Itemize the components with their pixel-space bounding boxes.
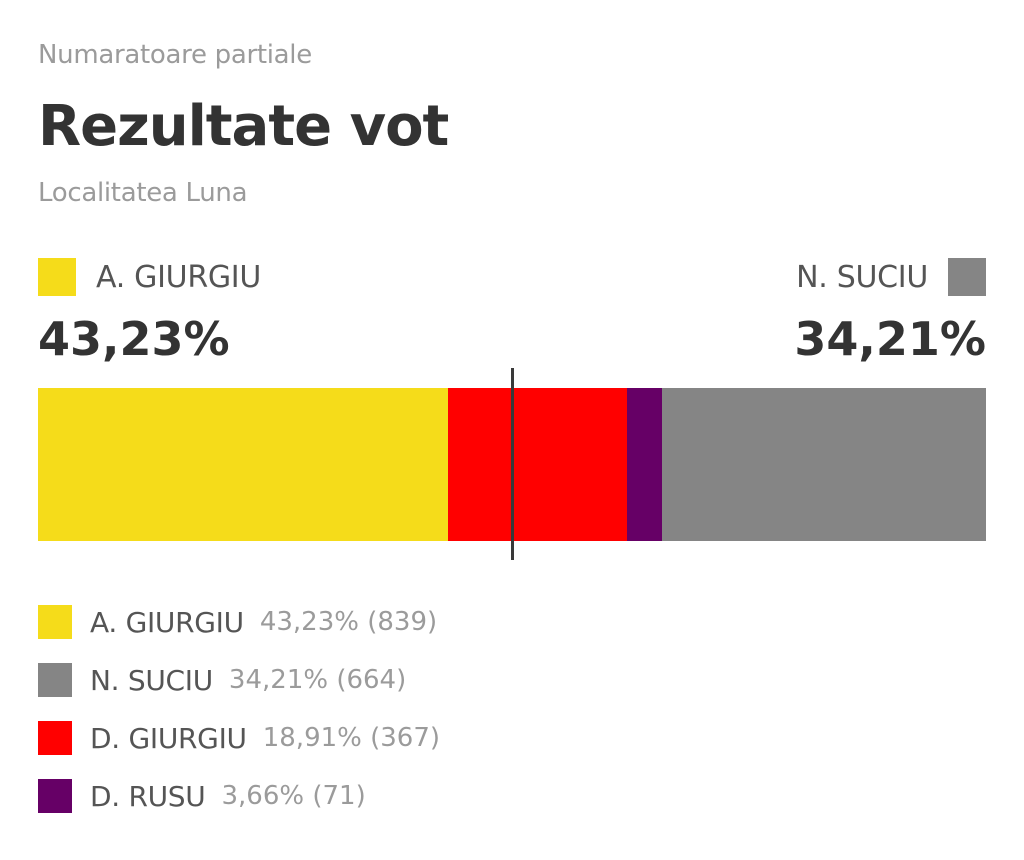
legend-item: D. GIURGIU 18,91% (367) <box>38 720 440 756</box>
legend-value: 43,23% (839) <box>259 607 438 637</box>
leader-left-name: A. GIURGIU <box>96 259 262 295</box>
leader-right-swatch <box>948 258 986 296</box>
stacked-bar <box>38 388 986 541</box>
leader-left: A. GIURGIU <box>38 258 261 296</box>
bar-segment-d-rusu <box>627 388 662 541</box>
chart-subtitle: Localitatea Luna <box>38 178 248 208</box>
legend-item: A. GIURGIU 43,23% (839) <box>38 604 440 640</box>
legend-swatch <box>38 605 72 639</box>
bar-segment-d-giurgiu <box>448 388 627 541</box>
leader-left-swatch <box>38 258 76 296</box>
legend-swatch <box>38 663 72 697</box>
majority-line <box>511 368 514 560</box>
leader-right-name: N. SUCIU <box>796 259 928 295</box>
legend-value: 3,66% (71) <box>221 781 366 811</box>
bar-segment-a-giurgiu <box>38 388 448 541</box>
leader-right-percent: 34,21% <box>794 312 986 366</box>
legend-swatch <box>38 779 72 813</box>
legend: A. GIURGIU 43,23% (839) N. SUCIU 34,21% (66… <box>38 604 440 836</box>
legend-name: A. GIURGIU <box>90 605 244 639</box>
legend-name: D. RUSU <box>90 779 206 813</box>
kicker-text: Numaratoare partiale <box>38 40 312 70</box>
legend-value: 34,21% (664) <box>228 665 407 695</box>
chart-title: Rezultate vot <box>38 94 449 159</box>
legend-value: 18,91% (367) <box>262 723 441 753</box>
leader-right: N. SUCIU <box>796 258 986 296</box>
legend-name: N. SUCIU <box>90 663 213 697</box>
legend-name: D. GIURGIU <box>90 721 247 755</box>
legend-item: N. SUCIU 34,21% (664) <box>38 662 440 698</box>
legend-swatch <box>38 721 72 755</box>
bar-segment-n-suciu <box>662 388 986 541</box>
legend-item: D. RUSU 3,66% (71) <box>38 778 440 814</box>
leader-left-percent: 43,23% <box>38 312 230 366</box>
